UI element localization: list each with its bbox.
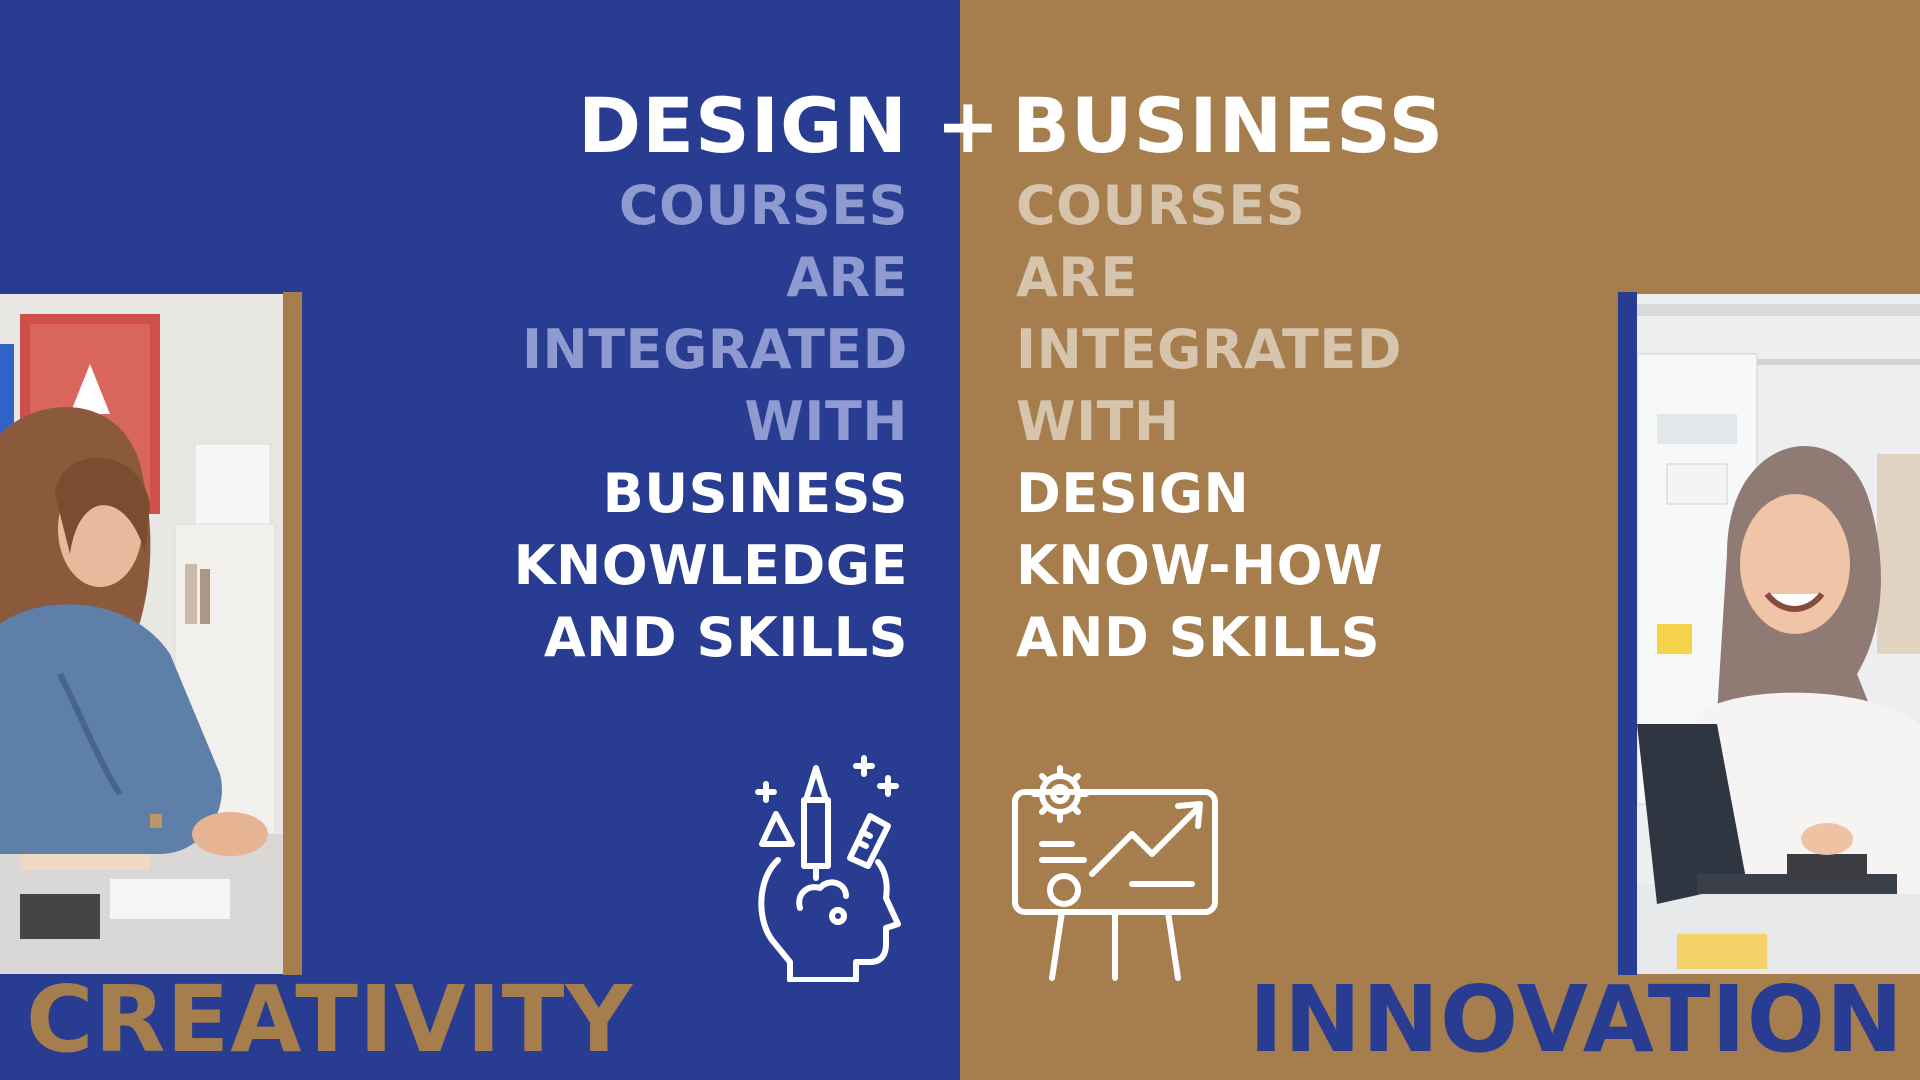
statement-line: COURSES [1016,174,1306,237]
growth-presentation-icon [1012,765,1218,981]
statement-line: INTEGRATED [1016,318,1403,381]
statement-line: WITH [744,390,908,453]
statement-line: ARE [1016,246,1138,309]
statement-line: ARE [786,246,908,309]
creative-mind-icon [755,755,901,982]
photo-accent-stripe [283,292,302,975]
statement-highlight: DESIGN [1016,462,1250,525]
statement-highlight: AND SKILLS [543,606,908,669]
creativity-label: CREATIVITY [26,966,634,1073]
innovation-label: INNOVATION [1248,966,1904,1073]
statement-line: INTEGRATED [521,318,908,381]
innovator-photo [1637,294,1920,974]
statement-highlight: KNOW-HOW [1016,534,1384,597]
title-design: DESIGN [577,81,908,170]
title-plus: + [936,81,1001,170]
title-business: BUSINESS [1012,81,1445,170]
business-statement: COURSES ARE INTEGRATED WITH DESIGN KNOW-… [1016,170,1402,674]
design-statement: COURSES ARE INTEGRATED WITH BUSINESS KNO… [514,170,908,674]
statement-highlight: KNOWLEDGE [513,534,908,597]
statement-highlight: AND SKILLS [1016,606,1381,669]
photo-accent-stripe [1618,292,1637,975]
designer-photo [0,294,283,974]
statement-line: WITH [1016,390,1180,453]
statement-line: COURSES [618,174,908,237]
statement-highlight: BUSINESS [602,462,908,525]
